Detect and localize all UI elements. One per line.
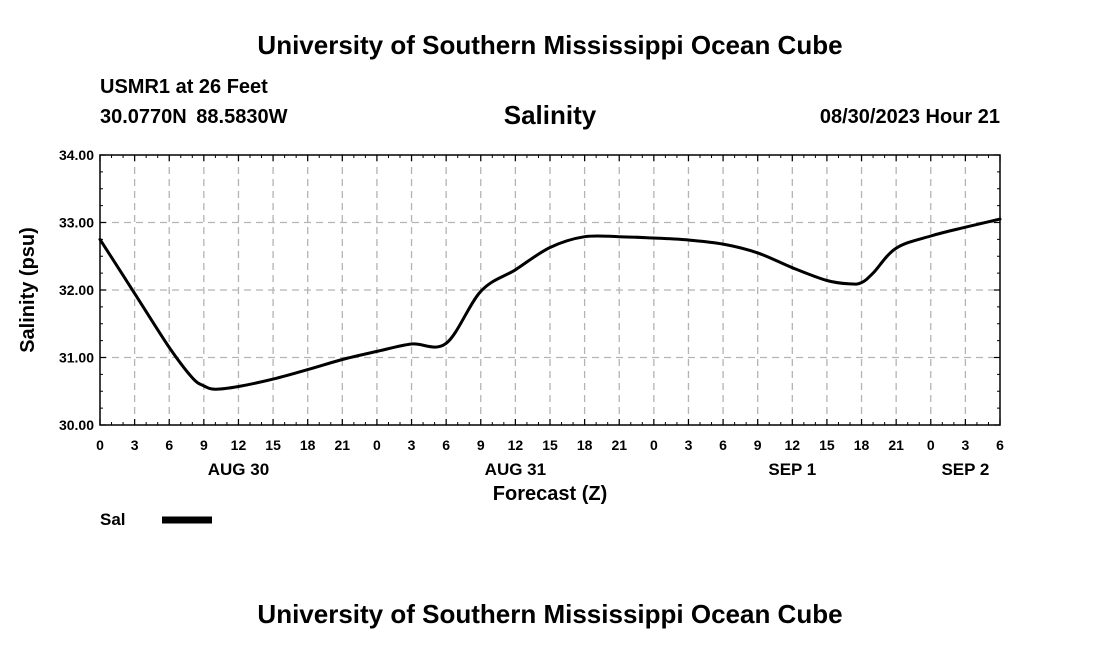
day-label: AUG 30 — [208, 460, 269, 479]
x-tick-label: 0 — [927, 437, 935, 453]
x-tick-labels: 0 3 6 9 12 15 18 21 0 3 6 9 12 15 18 21 0 3 6 9 12 15 18 21 0 3 6 — [96, 437, 1004, 453]
x-tick-label: 6 — [165, 437, 173, 453]
x-tick-label: 12 — [785, 437, 801, 453]
y-tick-label: 33.00 — [59, 215, 94, 231]
day-labels: AUG 30 AUG 31 SEP 1 SEP 2 — [208, 460, 990, 479]
x-tick-label: 0 — [96, 437, 104, 453]
station-label: USMR1 at 26 Feet — [100, 76, 268, 98]
plot-frame — [99, 154, 1001, 426]
x-tick-label: 9 — [754, 437, 762, 453]
x-tick-label: 21 — [888, 437, 904, 453]
x-tick-label: 9 — [200, 437, 208, 453]
y-tick-label: 30.00 — [59, 417, 94, 433]
x-tick-label: 6 — [719, 437, 727, 453]
grid — [100, 155, 1000, 425]
y-tick-labels: 30.00 31.00 32.00 33.00 34.00 — [59, 147, 94, 433]
legend-label: Sal — [100, 510, 126, 529]
footer-title: University of Southern Mississippi Ocean… — [257, 599, 843, 629]
x-tick-label: 12 — [508, 437, 524, 453]
x-tick-label: 15 — [819, 437, 835, 453]
x-tick-label: 15 — [542, 437, 558, 453]
x-tick-label: 18 — [577, 437, 593, 453]
x-tick-label: 21 — [335, 437, 351, 453]
x-tick-label: 3 — [961, 437, 969, 453]
day-label: SEP 1 — [768, 460, 816, 479]
y-tick-label: 34.00 — [59, 147, 94, 163]
page-title: University of Southern Mississippi Ocean… — [257, 30, 843, 60]
x-tick-label: 15 — [265, 437, 281, 453]
y-tick-label: 31.00 — [59, 350, 94, 366]
x-tick-label: 18 — [854, 437, 870, 453]
x-tick-label: 0 — [650, 437, 658, 453]
x-tick-label: 3 — [131, 437, 139, 453]
x-tick-label: 0 — [373, 437, 381, 453]
y-axis-label: Salinity (psu) — [17, 227, 39, 353]
day-label: AUG 31 — [485, 460, 546, 479]
station-coordinates: 30.0770N 88.5830W — [100, 106, 288, 128]
x-tick-label: 21 — [611, 437, 627, 453]
x-tick-label: 6 — [996, 437, 1004, 453]
forecast-datetime: 08/30/2023 Hour 21 — [819, 106, 1000, 128]
x-axis-label: Forecast (Z) — [493, 483, 607, 505]
x-tick-label: 6 — [442, 437, 450, 453]
x-tick-label: 12 — [231, 437, 247, 453]
x-tick-label: 3 — [685, 437, 693, 453]
x-tick-label: 3 — [408, 437, 416, 453]
x-tick-label: 18 — [300, 437, 316, 453]
day-label: SEP 2 — [941, 460, 989, 479]
x-tick-label: 9 — [477, 437, 485, 453]
salinity-series-line — [98, 217, 1002, 391]
y-tick-label: 32.00 — [59, 282, 94, 298]
chart-title: Salinity — [503, 100, 597, 130]
